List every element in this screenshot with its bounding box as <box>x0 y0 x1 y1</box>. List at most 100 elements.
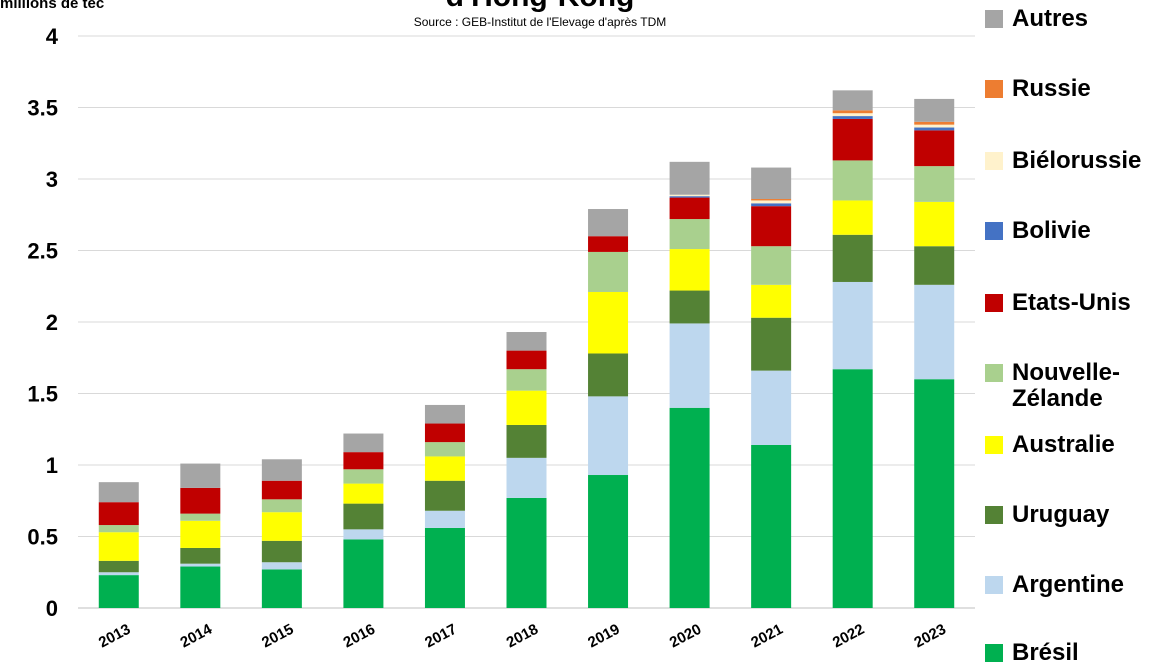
bar-segment <box>261 459 302 481</box>
bar-segment <box>751 246 792 285</box>
x-tick-label: 2013 <box>96 621 133 652</box>
bar-segment <box>180 487 221 514</box>
chart-title: d'Hong-Kong <box>360 0 720 14</box>
bar-segment <box>424 510 465 528</box>
bar-segment <box>914 166 955 202</box>
bar-segment <box>98 525 139 533</box>
y-tick-label: 3 <box>46 167 58 192</box>
legend-swatch <box>985 80 1003 98</box>
bar-segment <box>751 444 792 608</box>
bar-segment <box>914 127 955 131</box>
bar-segment <box>588 236 629 252</box>
bar-segment <box>98 560 139 573</box>
bar-segment <box>751 317 792 371</box>
bar-segment <box>506 350 547 370</box>
bar-segment <box>588 396 629 476</box>
bar-segment <box>588 353 629 397</box>
bar-segment <box>343 483 384 504</box>
x-tick-label: 2015 <box>259 621 296 652</box>
bar-segment <box>261 569 302 608</box>
bar-segment <box>424 423 465 443</box>
bar-segment <box>506 332 547 351</box>
bar-segment <box>832 118 873 161</box>
legend-swatch <box>985 576 1003 594</box>
bar-segment <box>914 121 955 125</box>
legend-label: Biélorussie <box>1012 147 1142 174</box>
legend-item: Uruguay <box>985 502 1152 528</box>
legend-item: Australie <box>985 432 1152 458</box>
bar-segment <box>506 390 547 425</box>
bar-segment <box>832 369 873 608</box>
bar-segment <box>180 547 221 564</box>
bar-segment <box>751 167 792 200</box>
bar-segment <box>343 469 384 484</box>
bar-segment <box>669 249 710 291</box>
bar-segment <box>914 284 955 380</box>
bar-segment <box>343 539 384 608</box>
legend-swatch <box>985 294 1003 312</box>
bar-segment <box>343 503 384 530</box>
y-tick-label: 0 <box>46 596 58 621</box>
legend-swatch <box>985 222 1003 240</box>
legend-label: Argentine <box>1012 571 1125 598</box>
legend-label: Brésil <box>1012 639 1079 666</box>
bar-segment <box>180 463 221 488</box>
legend-swatch <box>985 152 1003 170</box>
bar-segment <box>588 209 629 237</box>
legend-item: Biélorussie <box>985 148 1152 174</box>
bar-segment <box>98 532 139 561</box>
bar-segment <box>180 513 221 521</box>
bar-segment <box>98 575 139 608</box>
legend-label: Etats-Unis <box>1012 289 1131 316</box>
bar-segment <box>98 572 139 576</box>
bar-segment <box>669 196 710 198</box>
chart-legend: Autres Russie Biélorussie Bolivie Etats-Unis… <box>985 0 1155 666</box>
bar-segment <box>424 480 465 511</box>
bar-segment <box>751 199 792 201</box>
bar-segment <box>832 160 873 201</box>
bar-segment <box>751 370 792 445</box>
bar-segment <box>751 206 792 247</box>
legend-label: Nouvelle-Zélande <box>1012 359 1121 412</box>
y-tick-label: 3.5 <box>27 96 58 121</box>
legend-item: Bolivie <box>985 218 1152 244</box>
legend-label: Australie <box>1012 431 1115 458</box>
bar-segment <box>832 90 873 111</box>
legend-item: Argentine <box>985 572 1152 598</box>
bar-segment <box>751 200 792 204</box>
y-tick-label: 2 <box>46 310 58 335</box>
legend-item: Brésil <box>985 640 1152 666</box>
bar-segment <box>669 407 710 608</box>
x-tick-label: 2016 <box>341 621 378 652</box>
bar-segment <box>261 499 302 513</box>
bar-segment <box>588 475 629 608</box>
bar-segment <box>261 562 302 570</box>
bar-segment <box>343 529 384 540</box>
bar-segment <box>669 161 710 195</box>
legend-item: Etats-Unis <box>985 290 1152 316</box>
bar-segment <box>261 540 302 563</box>
legend-label: Uruguay <box>1012 501 1110 528</box>
y-tick-label: 1.5 <box>27 382 58 407</box>
bar-segment <box>832 200 873 235</box>
bar-segment <box>669 219 710 250</box>
bar-segment <box>832 110 873 114</box>
legend-label: Autres <box>1012 5 1089 32</box>
bar-segment <box>751 203 792 207</box>
bar-segment <box>669 194 710 197</box>
bar-segment <box>424 456 465 481</box>
legend-swatch <box>985 10 1003 28</box>
bar-segment <box>832 234 873 282</box>
x-tick-label: 2017 <box>422 621 459 652</box>
bar-segment <box>832 116 873 119</box>
bar-segment <box>914 130 955 167</box>
y-axis-label: millions de tec <box>0 0 105 12</box>
bar-segment <box>261 480 302 500</box>
bar-segment <box>669 290 710 324</box>
legend-item: Nouvelle-Zélande <box>985 360 1152 412</box>
x-tick-label: 2021 <box>748 621 785 652</box>
x-tick-label: 2020 <box>667 621 704 652</box>
bar-segment <box>669 323 710 408</box>
chart-subtitle: Source : GEB-Institut de l'Elevage d'apr… <box>413 15 667 29</box>
